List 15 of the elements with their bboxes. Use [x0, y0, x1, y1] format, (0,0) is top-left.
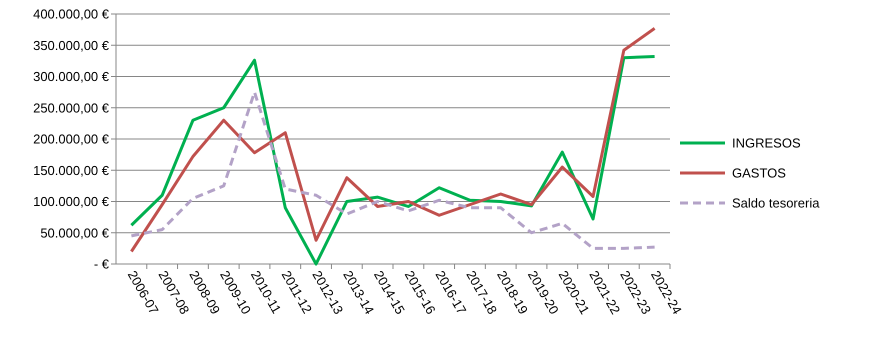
y-tick-label: 50.000,00 € [40, 225, 110, 240]
y-tick-label: 200.000,00 € [33, 132, 110, 147]
y-tick-label: 300.000,00 € [33, 69, 110, 84]
y-tick-label: 150.000,00 € [33, 162, 110, 178]
legend-label: GASTOS [732, 166, 786, 181]
line-series [130, 90, 656, 250]
y-tick-label: 350.000,00 € [33, 38, 110, 53]
legend-label: Saldo tesoreria [732, 196, 820, 211]
y-tick-label: 250.000,00 € [33, 100, 110, 116]
y-tick-label: - € [94, 256, 110, 272]
legend-label: INGRESOS [732, 136, 801, 151]
line-series [130, 55, 656, 266]
line-series [130, 26, 656, 253]
y-tick-label: 100.000,00 € [33, 194, 110, 210]
y-tick-label: 400.000,00 € [33, 6, 110, 22]
